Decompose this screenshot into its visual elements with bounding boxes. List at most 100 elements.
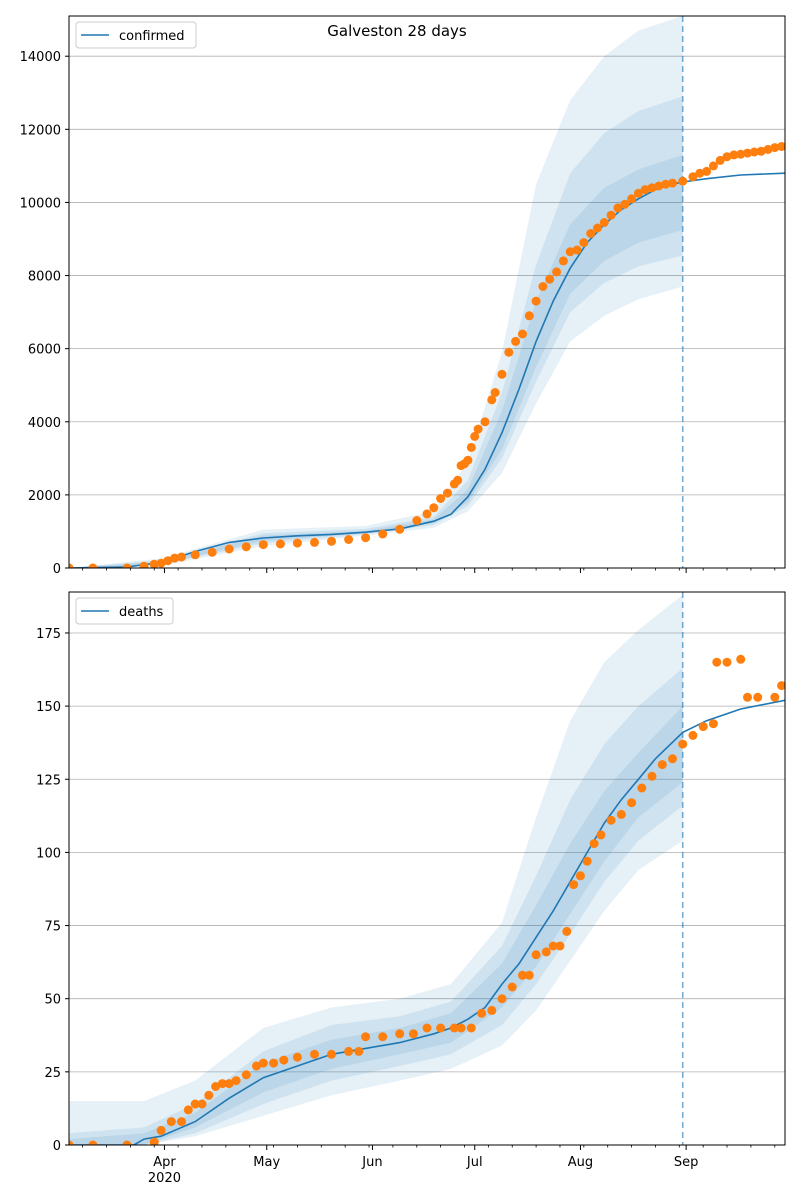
- deaths-observed-point: [753, 692, 763, 702]
- deaths-ytick-label: 75: [44, 920, 61, 935]
- confirmed-observed-point: [708, 161, 718, 171]
- confirmed-observed-point: [163, 556, 173, 566]
- deaths-observed-point: [408, 1029, 418, 1039]
- deaths-observed-point: [616, 809, 626, 819]
- deaths-uncertainty-band: [69, 594, 683, 1145]
- confirmed-observed-point: [524, 311, 534, 321]
- deaths-observed-point: [569, 880, 579, 890]
- confirmed-observed-point: [613, 203, 623, 213]
- deaths-observed-point: [292, 1052, 302, 1062]
- confirmed-observed-point: [487, 395, 497, 405]
- deaths-observed-point: [541, 947, 551, 957]
- confirmed-uncertainty-band: [69, 154, 683, 568]
- confirmed-legend-box: [75, 21, 197, 49]
- confirmed-observed-point: [480, 417, 490, 427]
- deaths-observed-point: [466, 1023, 476, 1033]
- confirmed-ytick-label: 12000: [20, 123, 61, 138]
- deaths-ytick-label: 100: [36, 846, 61, 861]
- deaths-observed-point: [156, 1125, 166, 1135]
- deaths-observed-point: [548, 941, 558, 951]
- deaths-observed-point: [562, 926, 572, 936]
- deaths-observed-point: [507, 982, 517, 992]
- deaths-observed-point: [487, 1005, 497, 1015]
- confirmed-observed-point: [633, 188, 643, 198]
- deaths-observed-point: [211, 1082, 221, 1091]
- confirmed-observed-point: [422, 509, 432, 519]
- deaths-observed-point: [422, 1023, 432, 1033]
- deaths-observed-point: [647, 771, 657, 781]
- deaths-observed-point: [722, 657, 732, 667]
- deaths-observed-point: [589, 839, 599, 849]
- xtick-label: May: [253, 1155, 280, 1170]
- deaths-observed-point: [361, 1032, 371, 1042]
- confirmed-ytick-label: 2000: [28, 489, 61, 504]
- confirmed-observed-point: [688, 172, 698, 182]
- deaths-observed-point: [497, 994, 507, 1004]
- confirmed-observed-point: [378, 529, 388, 539]
- confirmed-observed-point: [149, 559, 159, 568]
- deaths-observed-point: [531, 950, 541, 960]
- deaths-observed-point: [177, 1117, 186, 1127]
- deaths-ytick-label: 125: [36, 773, 61, 788]
- confirmed-observed-point: [599, 218, 609, 227]
- deaths-uncertainty-band: [69, 668, 683, 1145]
- confirmed-observed-point: [593, 223, 602, 233]
- confirmed-observed-point: [156, 558, 166, 568]
- confirmed-observed-point: [770, 143, 780, 153]
- deaths-observed-point: [354, 1046, 364, 1056]
- deaths-observed-point: [395, 1029, 405, 1039]
- confirmed-observed-point: [586, 229, 596, 238]
- deaths-legend-box: [75, 597, 174, 625]
- deaths-observed-point: [231, 1076, 241, 1086]
- deaths-observed-point: [777, 681, 785, 691]
- deaths-observed-point: [252, 1061, 261, 1071]
- deaths-observed-point: [327, 1049, 336, 1059]
- deaths-observed-point: [627, 798, 637, 808]
- confirmed-observed-point: [258, 540, 268, 550]
- deaths-observed-point: [149, 1137, 159, 1145]
- confirmed-observed-point: [647, 183, 657, 193]
- confirmed-observed-point: [122, 563, 132, 568]
- deaths-uncertainty-band: [69, 706, 683, 1145]
- confirmed-observed-point: [763, 144, 773, 154]
- deaths-observed-point: [269, 1058, 279, 1068]
- confirmed-observed-point: [490, 388, 500, 397]
- deaths-observed-point: [279, 1055, 289, 1065]
- xtick-label: Jul: [466, 1155, 483, 1170]
- deaths-observed-point: [518, 970, 527, 980]
- deaths-ytick-label: 175: [36, 627, 61, 642]
- confirmed-observed-point: [361, 533, 371, 543]
- deaths-legend-label: deaths: [119, 605, 164, 620]
- deaths-observed-point: [224, 1079, 234, 1089]
- confirmed-observed-point: [327, 536, 336, 546]
- confirmed-observed-point: [661, 179, 671, 189]
- confirmed-observed-point: [170, 553, 180, 563]
- confirmed-observed-point: [443, 488, 452, 498]
- deaths-observed-point: [456, 1023, 466, 1033]
- confirmed-observed-point: [473, 424, 483, 434]
- deaths-ytick-label: 50: [44, 993, 61, 1008]
- deaths-axes-frame: [68, 591, 786, 1146]
- deaths-ytick-label: 150: [36, 700, 61, 715]
- deaths-observed-point: [477, 1008, 487, 1018]
- confirmed-observed-point: [702, 166, 712, 176]
- confirmed-observed-point: [749, 147, 759, 157]
- deaths-observed-point: [657, 760, 667, 770]
- confirmed-observed-point: [310, 537, 319, 547]
- confirmed-observed-point: [241, 542, 251, 552]
- confirmed-observed-point: [736, 149, 746, 159]
- xtick-year-label: 2020: [148, 1171, 181, 1186]
- confirmed-observed-point: [678, 176, 688, 186]
- confirmed-ytick-label: 8000: [28, 270, 61, 285]
- confirmed-observed-point: [497, 369, 507, 379]
- confirmed-plot-area: [69, 16, 785, 568]
- confirmed-observed-point: [511, 336, 521, 346]
- confirmed-observed-point: [545, 274, 555, 284]
- deaths-observed-point: [575, 871, 585, 881]
- deaths-observed-point: [378, 1032, 388, 1042]
- deaths-observed-point: [668, 754, 677, 764]
- confirmed-observed-point: [531, 296, 541, 306]
- deaths-observed-point: [310, 1049, 319, 1059]
- confirmed-observed-point: [344, 535, 354, 544]
